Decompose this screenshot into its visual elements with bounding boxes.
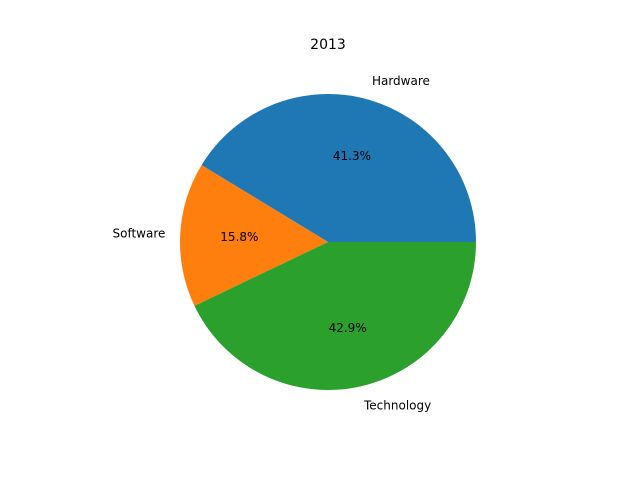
pie-slice-technology bbox=[194, 242, 476, 391]
pie-slice-software bbox=[180, 165, 328, 306]
pie-slices bbox=[180, 93, 477, 391]
chart-title: 2013 bbox=[310, 37, 346, 53]
percent-label-technology: 42.9% bbox=[329, 321, 367, 335]
pie-labels: Hardware 41.3% Software 15.8% Technology 42.9… bbox=[112, 74, 431, 412]
percent-label-software: 15.8% bbox=[220, 230, 258, 244]
slice-label-technology: Technology bbox=[363, 399, 431, 413]
pie-slice-hardware bbox=[201, 93, 477, 242]
slice-label-software: Software bbox=[112, 226, 165, 240]
slice-label-hardware: Hardware bbox=[372, 74, 430, 88]
percent-label-hardware: 41.3% bbox=[333, 149, 371, 163]
